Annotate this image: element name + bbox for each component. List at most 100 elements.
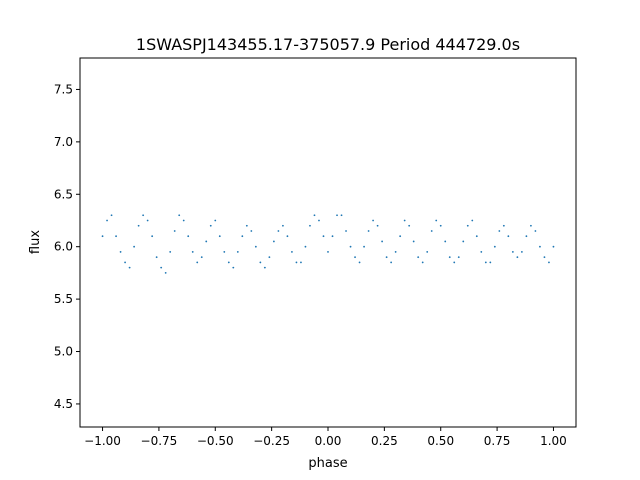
data-point bbox=[548, 261, 550, 264]
data-point bbox=[182, 219, 185, 222]
data-point bbox=[277, 230, 280, 232]
data-point bbox=[200, 256, 203, 259]
data-point bbox=[223, 251, 226, 253]
x-tick-label: 0.75 bbox=[484, 434, 511, 448]
data-point bbox=[155, 256, 158, 259]
data-point bbox=[444, 240, 447, 243]
data-point bbox=[110, 214, 113, 217]
x-tick-label: 1.00 bbox=[540, 434, 567, 448]
chart-title: 1SWASPJ143455.17-375057.9 Period 444729.… bbox=[136, 35, 520, 54]
data-point bbox=[178, 214, 181, 217]
data-point bbox=[354, 256, 356, 259]
data-point bbox=[525, 235, 528, 238]
data-point bbox=[345, 230, 347, 232]
data-point bbox=[291, 251, 293, 253]
data-point bbox=[232, 266, 235, 269]
data-point bbox=[137, 224, 140, 227]
data-point bbox=[227, 261, 230, 264]
data-point bbox=[466, 224, 469, 227]
data-point bbox=[254, 245, 257, 248]
data-point bbox=[498, 230, 501, 232]
y-tick-label: 7.5 bbox=[54, 82, 73, 96]
data-point bbox=[151, 235, 154, 238]
data-point bbox=[259, 261, 262, 264]
data-point bbox=[164, 272, 167, 274]
x-tick-label: −0.75 bbox=[141, 434, 178, 448]
x-tick-label: −0.25 bbox=[253, 434, 290, 448]
data-point bbox=[471, 219, 474, 222]
data-point bbox=[448, 256, 451, 259]
data-point bbox=[218, 235, 221, 238]
data-point bbox=[462, 240, 465, 243]
data-point bbox=[263, 266, 266, 269]
data-point bbox=[336, 214, 338, 217]
data-point bbox=[304, 245, 307, 248]
x-tick-label: 0.00 bbox=[315, 434, 342, 448]
data-point bbox=[511, 251, 514, 253]
data-point bbox=[295, 261, 298, 264]
data-point bbox=[272, 240, 275, 243]
data-point bbox=[214, 219, 217, 222]
data-point bbox=[340, 214, 343, 217]
data-point bbox=[403, 219, 406, 222]
data-point bbox=[421, 261, 424, 264]
data-point bbox=[124, 261, 126, 264]
data-point bbox=[493, 245, 496, 248]
data-point bbox=[516, 256, 519, 259]
data-point bbox=[128, 266, 131, 269]
data-point bbox=[349, 245, 352, 248]
data-point bbox=[209, 224, 212, 227]
y-tick-label: 5.0 bbox=[54, 345, 73, 359]
data-point bbox=[300, 261, 302, 264]
data-point bbox=[417, 256, 420, 259]
data-point bbox=[160, 266, 163, 269]
x-axis-label: phase bbox=[308, 456, 347, 471]
data-point bbox=[142, 214, 145, 217]
data-point bbox=[282, 224, 284, 227]
x-tick-label: −1.00 bbox=[84, 434, 121, 448]
data-point bbox=[520, 251, 523, 253]
data-point bbox=[322, 235, 325, 238]
data-point bbox=[435, 219, 438, 222]
data-point bbox=[453, 261, 456, 264]
data-point bbox=[484, 261, 487, 264]
data-point bbox=[539, 245, 541, 248]
data-point bbox=[309, 224, 311, 227]
data-point bbox=[543, 256, 546, 259]
data-point bbox=[196, 261, 199, 264]
data-point bbox=[286, 235, 289, 238]
y-tick-label: 4.5 bbox=[54, 397, 73, 411]
y-tick-label: 5.5 bbox=[54, 292, 73, 306]
x-tick-label: 0.25 bbox=[371, 434, 398, 448]
data-point bbox=[475, 235, 478, 238]
data-point bbox=[119, 251, 122, 253]
data-point bbox=[245, 224, 248, 227]
x-axis: −1.00 −0.75 −0.50 −0.25 0.00 0.25 0.50 0.75 1.00 bbox=[84, 427, 567, 448]
data-point bbox=[534, 230, 537, 232]
data-point bbox=[358, 261, 361, 264]
data-point bbox=[115, 235, 117, 238]
data-point bbox=[169, 251, 172, 253]
data-point bbox=[318, 219, 320, 222]
data-point bbox=[372, 219, 374, 222]
data-point bbox=[385, 256, 388, 259]
data-point bbox=[480, 251, 483, 253]
data-point bbox=[376, 224, 379, 227]
data-point bbox=[439, 224, 442, 227]
data-point bbox=[381, 240, 384, 243]
y-tick-label: 6.0 bbox=[54, 240, 73, 254]
data-point bbox=[408, 224, 411, 227]
y-tick-label: 7.0 bbox=[54, 135, 73, 149]
data-point bbox=[399, 235, 402, 238]
data-point bbox=[331, 235, 334, 238]
data-point bbox=[327, 251, 329, 253]
data-point bbox=[133, 245, 136, 248]
data-point bbox=[268, 256, 271, 259]
data-point bbox=[205, 240, 208, 243]
data-point bbox=[530, 224, 532, 227]
data-point bbox=[552, 245, 555, 248]
data-point bbox=[412, 240, 415, 243]
data-point bbox=[507, 235, 510, 238]
